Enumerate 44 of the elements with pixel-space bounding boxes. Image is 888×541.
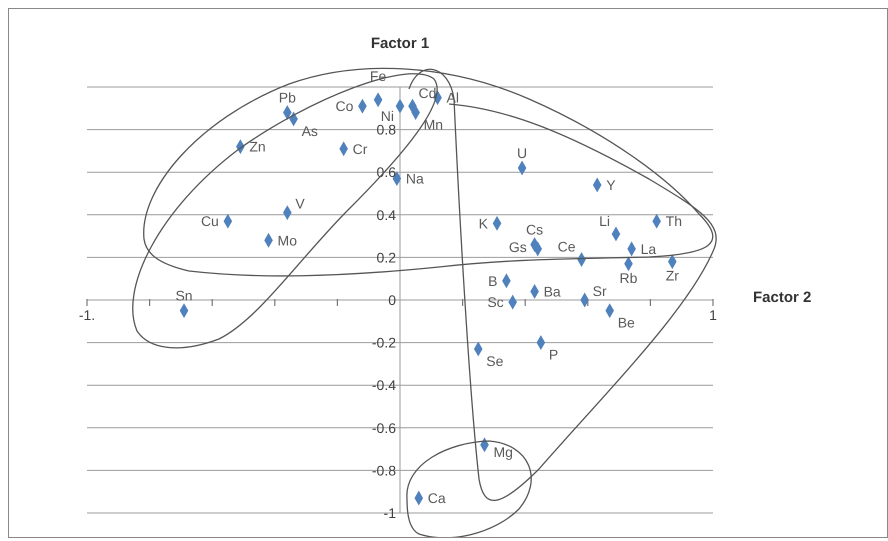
x-tick-label: -1. [78, 307, 96, 323]
series-label: Mo [278, 232, 298, 248]
series-label: U [517, 144, 528, 161]
series-label: Th [666, 213, 682, 230]
series-label: V [295, 196, 306, 212]
series-label: Mn [424, 116, 444, 133]
series-label: Cr [352, 140, 368, 157]
y-tick-label: 0.8 [376, 122, 396, 138]
series-label: Rb [620, 270, 638, 286]
y-tick-label: -0.4 [372, 377, 396, 394]
series-label: Be [618, 314, 636, 331]
series-label: Mg [494, 444, 513, 460]
series-label: Zn [249, 138, 266, 155]
series-label: K [478, 215, 489, 232]
y-tick-label: -0.8 [372, 462, 396, 478]
series-label: Se [486, 352, 504, 369]
series-label: Y [606, 176, 616, 193]
y-tick-label: -1 [384, 505, 396, 521]
x-tick-label: 1 [709, 307, 718, 323]
series-label: Ca [428, 490, 446, 506]
x-axis-title: Factor 2 [753, 289, 812, 306]
y-tick-label: 0 [388, 292, 396, 308]
series-label: Na [406, 170, 424, 187]
series-label: Ce [558, 238, 576, 255]
series-label: Cu [200, 213, 219, 230]
series-label: Cd [418, 85, 436, 102]
y-tick-label: -0.2 [372, 334, 396, 351]
series-label: Sn [175, 288, 193, 304]
y-tick-label: 0.4 [376, 206, 396, 223]
series-label: Ni [380, 108, 394, 124]
series-label: Zr [666, 268, 680, 284]
y-axis-title: Factor 1 [370, 35, 430, 52]
series-label: La [640, 240, 656, 257]
series-label: Ba [544, 283, 561, 300]
series-label: Co [336, 98, 354, 114]
series-label: P [548, 346, 558, 363]
y-tick-label: 0.2 [376, 249, 396, 266]
series-label: Cs [526, 222, 544, 238]
series-label: Sr [592, 283, 608, 299]
series-label: Pb [278, 90, 296, 106]
y-tick-label: -0.6 [372, 420, 396, 436]
series-label: Gs [508, 238, 527, 255]
series-label: B [488, 272, 498, 289]
series-label: Li [599, 212, 610, 229]
